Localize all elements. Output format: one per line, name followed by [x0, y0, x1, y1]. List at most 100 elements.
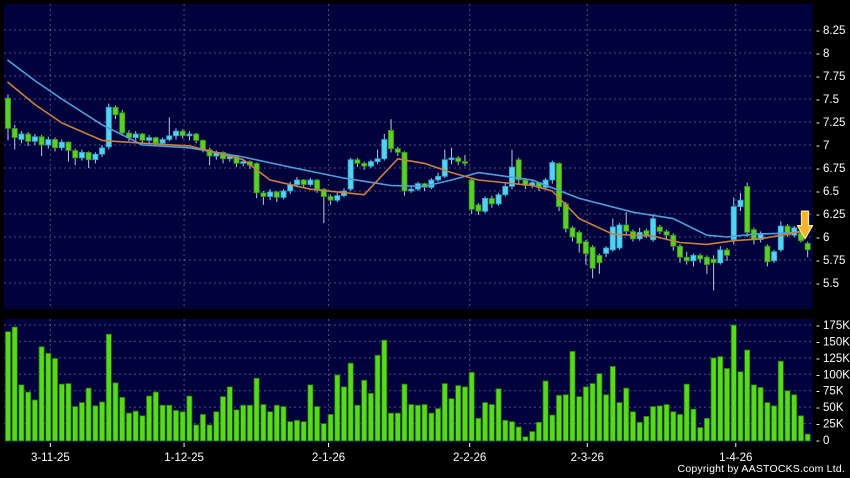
- volume-bar: [78, 402, 85, 442]
- price-axis-label: - 8.25: [816, 25, 845, 37]
- candle-down: [25, 133, 32, 142]
- volume-axis-label: - 150K: [816, 336, 850, 348]
- volume-bar: [522, 436, 529, 442]
- volume-bar: [656, 405, 663, 442]
- candle-down: [119, 112, 126, 134]
- candle-up: [374, 158, 381, 163]
- candle-down: [703, 256, 710, 266]
- volume-bar: [92, 405, 99, 442]
- volume-bar: [320, 423, 327, 442]
- candle-up: [99, 147, 106, 155]
- volume-bar: [697, 427, 704, 442]
- volume-bar: [414, 404, 421, 442]
- volume-bar: [132, 410, 139, 442]
- candle-down: [112, 106, 119, 116]
- volume-bar: [45, 352, 52, 442]
- volume-bar: [784, 390, 791, 442]
- volume-bar: [582, 386, 589, 442]
- candle-down: [361, 162, 368, 167]
- price-pane[interactable]: [4, 4, 814, 309]
- volume-bar: [488, 404, 495, 442]
- candle-down: [152, 137, 159, 144]
- ma-line-orange: [7, 81, 809, 246]
- volume-bar: [448, 398, 455, 442]
- candle-down: [724, 249, 731, 256]
- candle-up: [408, 188, 415, 192]
- volume-bar: [441, 383, 448, 442]
- volume-bar: [529, 431, 536, 442]
- volume-bar: [791, 394, 798, 442]
- volume-bar: [616, 402, 623, 442]
- volume-bar: [677, 413, 684, 442]
- date-label: 2-1-26: [312, 452, 345, 464]
- candle-down: [556, 162, 563, 207]
- volume-bar: [663, 404, 670, 442]
- volume-bar: [421, 404, 428, 442]
- candle-up: [78, 151, 85, 159]
- volume-bar: [206, 424, 213, 442]
- volume-bar: [408, 404, 415, 442]
- volume-axis-label: - 175K: [816, 320, 850, 332]
- volume-bar: [293, 419, 300, 442]
- volume-bar: [703, 417, 710, 442]
- date-label: 3-11-25: [31, 452, 70, 464]
- candle-down: [515, 159, 522, 181]
- candle-down: [663, 231, 670, 236]
- volume-bar: [596, 373, 603, 442]
- volume-axis-label: - 50K: [816, 402, 844, 414]
- volume-pane[interactable]: [4, 319, 813, 443]
- candle-down: [475, 204, 482, 212]
- volume-bar: [260, 404, 267, 442]
- date-label: 1-4-26: [719, 452, 752, 464]
- candle-up: [448, 157, 455, 161]
- candle-down: [193, 133, 200, 141]
- volume-axis-label: - 100K: [816, 369, 850, 381]
- volume-bar: [219, 396, 226, 442]
- candle-down: [656, 226, 663, 232]
- volume-bar: [482, 402, 489, 442]
- candle-up: [777, 225, 784, 251]
- volume-bar: [603, 394, 610, 442]
- volume-bar: [777, 360, 784, 442]
- volume-bar: [737, 371, 744, 442]
- volume-bar: [25, 391, 32, 442]
- volume-bar: [213, 411, 220, 442]
- volume-bar: [401, 383, 408, 442]
- date-label: 2-3-26: [571, 452, 604, 464]
- price-axis-label: - 6.75: [816, 163, 845, 175]
- ma-line-blue: [7, 59, 809, 238]
- volume-bar: [186, 395, 193, 442]
- candle-up: [609, 226, 616, 251]
- volume-bar: [750, 384, 757, 442]
- candle-down: [72, 150, 79, 159]
- volume-bar: [764, 402, 771, 442]
- candle-up: [650, 218, 657, 241]
- volume-bar: [240, 404, 247, 442]
- volume-bar: [172, 409, 179, 442]
- candle-down: [710, 258, 717, 264]
- volume-bar: [798, 415, 805, 442]
- volume-bar: [468, 371, 475, 442]
- volume-bar: [307, 384, 314, 442]
- volume-bar: [152, 391, 159, 442]
- volume-bar: [710, 357, 717, 442]
- candle-down: [677, 245, 684, 258]
- candle-up: [441, 159, 448, 177]
- candle-up: [18, 133, 25, 140]
- volume-bar: [58, 383, 65, 442]
- candle-down: [461, 161, 468, 164]
- candle-down: [488, 197, 495, 205]
- candle-down: [11, 127, 18, 138]
- volume-bar: [623, 387, 630, 442]
- price-axis-label: - 7.25: [816, 117, 845, 129]
- volume-bar: [374, 354, 381, 442]
- candle-up: [280, 190, 287, 198]
- price-axis-label: - 5.5: [816, 278, 839, 290]
- volume-bar: [771, 405, 778, 442]
- volume-bar: [340, 386, 347, 442]
- candle-up: [730, 206, 737, 241]
- candle-up: [307, 179, 314, 185]
- volume-bar: [166, 404, 173, 442]
- candle-up: [58, 141, 65, 149]
